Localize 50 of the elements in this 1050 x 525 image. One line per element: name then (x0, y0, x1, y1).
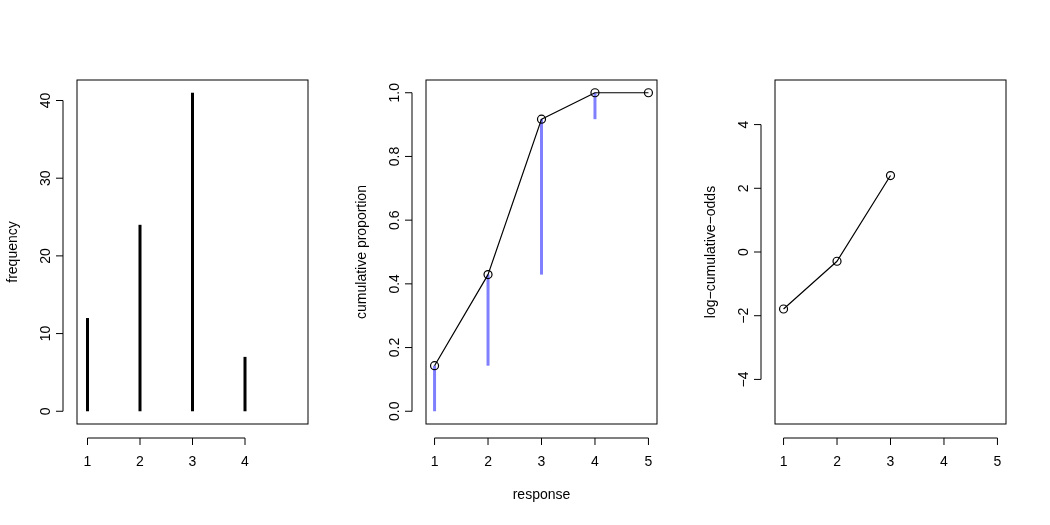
bar (138, 224, 142, 412)
y-tick-label: 0.6 (386, 210, 402, 230)
point (429, 361, 440, 371)
x-tick-label: 4 (591, 453, 600, 469)
y-tick-label: 0.2 (386, 337, 402, 358)
x-tick-label: 2 (484, 453, 493, 469)
y-tick-label: 0 (37, 407, 53, 416)
y-tick-label: −4 (735, 371, 751, 388)
y-axis-title: log−cumulative−odds (702, 185, 718, 319)
x-tick-label: 1 (779, 453, 788, 469)
y-tick-label: −2 (735, 307, 751, 324)
y-tick-label: 20 (37, 247, 53, 264)
y-tick-label: 0.8 (386, 146, 402, 167)
y-tick-label: 4 (735, 120, 751, 129)
bar (540, 119, 543, 275)
point (885, 170, 896, 181)
bar (486, 274, 490, 366)
point (536, 114, 547, 124)
bar (433, 365, 437, 412)
x-tick-label: 2 (833, 453, 842, 469)
x-tick-label: 4 (940, 453, 949, 469)
y-tick-label: 40 (37, 92, 53, 109)
x-tick-label: 5 (644, 453, 653, 469)
point (483, 270, 493, 280)
y-tick-label: 0.4 (386, 273, 402, 294)
bar (191, 92, 194, 412)
point (778, 304, 789, 314)
x-tick-label: 2 (136, 453, 145, 469)
x-tick-label: 1 (83, 453, 92, 469)
y-tick-label: 1.0 (386, 82, 402, 103)
y-tick-label: 30 (37, 170, 53, 186)
y-axis-title: cumulative proportion (353, 185, 369, 319)
point (590, 88, 600, 98)
x-tick-label: 5 (993, 453, 1002, 469)
bar (593, 92, 597, 120)
x-tick-label: 3 (886, 453, 895, 469)
x-tick-label: 3 (537, 453, 546, 469)
x-tick-label: 3 (188, 453, 197, 469)
y-tick-label: 0.0 (386, 401, 402, 421)
x-tick-label: 1 (430, 453, 439, 469)
y-tick-label: 10 (37, 325, 53, 342)
bar (86, 318, 89, 412)
y-tick-label: 0 (735, 247, 751, 256)
bar (243, 356, 247, 412)
y-tick-label: 2 (735, 184, 751, 193)
point (643, 88, 654, 98)
y-axis-title: frequency (4, 221, 20, 283)
x-tick-label: 4 (241, 453, 250, 469)
point (832, 256, 842, 266)
x-axis-title: response (512, 486, 571, 502)
